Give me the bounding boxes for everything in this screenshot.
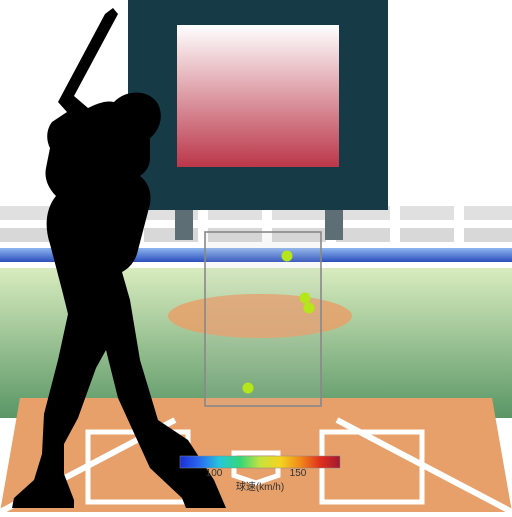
pitch-marker [300, 293, 311, 304]
colorbar-tick-label: 100 [206, 468, 223, 479]
pitch-location-chart: 100 150 球速(km/h) [0, 0, 512, 512]
scoreboard-post [325, 210, 343, 240]
colorbar-axis-label: 球速(km/h) [236, 480, 284, 493]
scoreboard-screen [177, 25, 339, 167]
colorbar-tick-label: 150 [290, 468, 307, 479]
pitch-marker [243, 383, 254, 394]
scoreboard-post [175, 210, 193, 240]
speed-colorbar [180, 456, 340, 468]
stands-divider [454, 198, 464, 248]
stands-divider [390, 198, 400, 248]
strike-zone [205, 232, 321, 406]
pitch-marker [282, 251, 293, 262]
pitch-marker [304, 303, 315, 314]
